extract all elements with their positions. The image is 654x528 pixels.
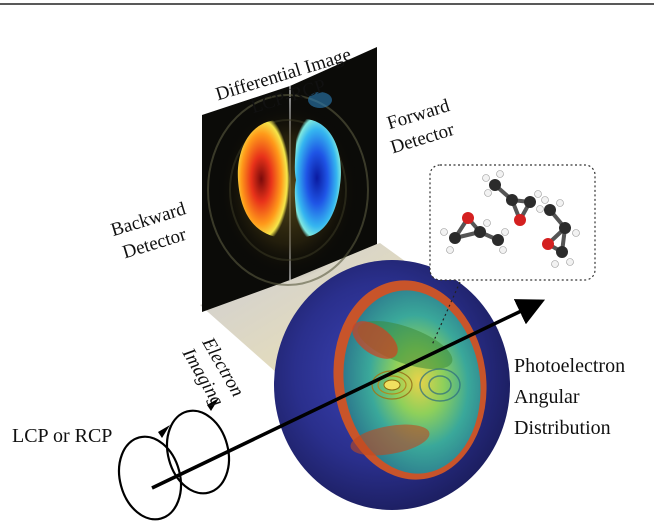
swirl-right-inner [428, 375, 452, 395]
laser-beam-arrow [151, 299, 546, 490]
forward-faint-spot [308, 92, 332, 108]
circular-arrow-icon [117, 398, 231, 521]
inner-band-red [352, 321, 398, 359]
lcp-signal-lobe [237, 119, 290, 238]
rcp-signal-lobe [293, 118, 341, 237]
inset-leader-line [431, 281, 461, 346]
center-swirl-2 [377, 375, 407, 395]
molecule-top [482, 170, 544, 226]
polarization-label: LCP or RCP [12, 425, 112, 447]
molecule-right [541, 196, 580, 268]
swirl-right [419, 368, 461, 402]
molecule-inset-box [429, 164, 596, 281]
center-swirl-3 [383, 379, 401, 391]
inner-band-red-lower [350, 424, 430, 456]
photoelectron-angular-distribution [274, 260, 510, 510]
molecule-inset [429, 164, 596, 281]
detector-ring-outer [207, 94, 369, 286]
photoelectron-label-line3: Distribution [514, 417, 611, 439]
molecule-left [440, 212, 509, 254]
photoelectron-label-line1: Photoelectron [514, 355, 625, 377]
center-swirl-1 [371, 370, 413, 400]
photoelectron-label-line2: Angular [514, 386, 580, 408]
